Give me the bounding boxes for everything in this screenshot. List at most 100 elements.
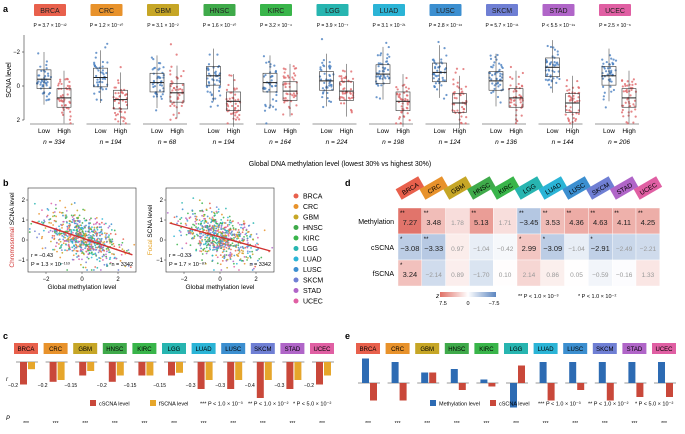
- panel-b-point: [98, 245, 101, 247]
- panel-b-point: [204, 220, 207, 222]
- panel-b-legend-dot: [293, 267, 299, 272]
- panel-b-stat-n: n = 3342: [249, 262, 271, 268]
- panel-a-point: [290, 113, 293, 116]
- panel-b-point: [176, 243, 179, 246]
- panel-c-tag: [280, 343, 305, 354]
- panel-d-col-tag: LUAD: [538, 176, 567, 200]
- panel-a-point: [207, 84, 211, 87]
- panel-a-point: [322, 105, 325, 109]
- panel-a-point: [460, 122, 463, 125]
- panel-b-point: [181, 247, 184, 250]
- panel-e-bar-cscna: [458, 383, 466, 390]
- panel-d-col-tag: BRCA: [395, 176, 425, 200]
- panel-b-legend-dot: [293, 204, 299, 209]
- panel-b-point: [221, 251, 224, 254]
- panel-b-point: [87, 249, 89, 252]
- panel-b-point: [242, 250, 244, 253]
- panel-b-point: [225, 254, 228, 256]
- panel-d-cell-value: 0.97: [451, 246, 464, 253]
- panel-b-point: [66, 228, 69, 231]
- panel-b-xtick-label: 0: [80, 277, 84, 283]
- panel-a-group-label: Low: [434, 128, 446, 135]
- panel-e-sig: ***: [602, 421, 608, 427]
- panel-b-point: [41, 209, 43, 212]
- panel-a-group-label: High: [227, 128, 241, 135]
- panel-b-point: [99, 247, 102, 250]
- panel-d-col-tag-bg: [562, 176, 591, 200]
- panel-b-point: [70, 238, 73, 241]
- panel-a-point: [496, 95, 500, 99]
- panel-e-sig: ***: [631, 421, 637, 427]
- panel-b-point: [92, 223, 95, 226]
- panel-d-cell-value: 3.24: [403, 270, 418, 279]
- panel-b-point: [66, 227, 69, 230]
- panel-a-point: [577, 86, 580, 89]
- panel-a-point: [93, 65, 97, 68]
- panel-a-point: [47, 74, 50, 77]
- panel-b-point: [64, 206, 67, 209]
- panel-a-point: [555, 81, 558, 84]
- panel-a-point: [604, 70, 608, 73]
- panel-b-point: [75, 225, 78, 228]
- panel-a-tag-crc: [90, 4, 123, 16]
- panel-a-point: [342, 96, 345, 99]
- panel-a-point: [386, 57, 389, 60]
- panel-e-legend-label: Methylation level: [439, 402, 480, 408]
- panel-a-point: [338, 75, 341, 78]
- panel-b-point: [103, 249, 105, 252]
- panel-b-point: [202, 215, 205, 218]
- panel-e-sig: ***: [661, 421, 667, 427]
- panel-c-tag: [191, 343, 216, 354]
- panel-b-point: [217, 226, 220, 229]
- panel-b-point: [251, 262, 254, 265]
- panel-b-point: [100, 237, 103, 240]
- panel-b-point: [61, 243, 63, 246]
- panel-b-point: [68, 228, 71, 231]
- panel-b-legend-label: STAD: [303, 288, 321, 295]
- panel-b-point: [75, 252, 78, 255]
- panel-b-point: [53, 219, 56, 222]
- panel-a-point: [386, 68, 390, 71]
- panel-b-point: [191, 236, 194, 239]
- panel-b-xtick-label: 0: [218, 277, 222, 283]
- panel-b-point: [50, 240, 52, 243]
- panel-b-point: [199, 235, 202, 238]
- panel-d-cell-value: 2.99: [522, 244, 537, 253]
- panel-e-note: ** P < 1.0 × 10⁻²: [588, 402, 629, 408]
- panel-b-point: [214, 241, 217, 244]
- panel-b-point: [243, 262, 246, 265]
- panel-d-cell-value: 1.78: [451, 220, 464, 227]
- panel-a-point: [61, 100, 64, 103]
- panel-e-sig: ***: [454, 421, 460, 427]
- panel-a-point: [328, 61, 331, 64]
- panel-a-point: [162, 66, 165, 69]
- panel-a-point: [547, 69, 551, 72]
- panel-a-point: [328, 74, 332, 78]
- panel-a-point: [606, 67, 610, 70]
- panel-b-point: [82, 248, 84, 251]
- panel-b-point: [107, 248, 110, 251]
- panel-b-point: [249, 250, 251, 253]
- panel-a-point: [499, 83, 502, 86]
- panel-a-point: [65, 77, 69, 80]
- panel-b-point: [88, 252, 91, 255]
- panel-a-point: [68, 100, 71, 103]
- panel-a-point: [555, 62, 558, 65]
- panel-b-point: [173, 235, 176, 238]
- panel-d-cell-value: 4.63: [593, 218, 608, 227]
- panel-b-point: [88, 225, 90, 228]
- panel-a-pvalue: P = 5.7 × 10⁻¹¹: [485, 23, 518, 29]
- panel-b-ylabel: Chromosomal SCNA level: [9, 192, 16, 268]
- panel-b-point: [73, 214, 76, 216]
- panel-a-point: [406, 103, 409, 106]
- panel-b-point: [175, 215, 178, 218]
- panel-b-xtick-label: −2: [43, 277, 51, 283]
- panel-b-point: [236, 237, 238, 240]
- panel-a-point: [68, 84, 71, 88]
- panel-d-col-tag-bg: [443, 176, 472, 200]
- panel-b-point: [201, 253, 204, 255]
- panel-b-point: [187, 212, 189, 215]
- panel-a-point: [176, 96, 180, 99]
- panel-b-point: [90, 251, 93, 254]
